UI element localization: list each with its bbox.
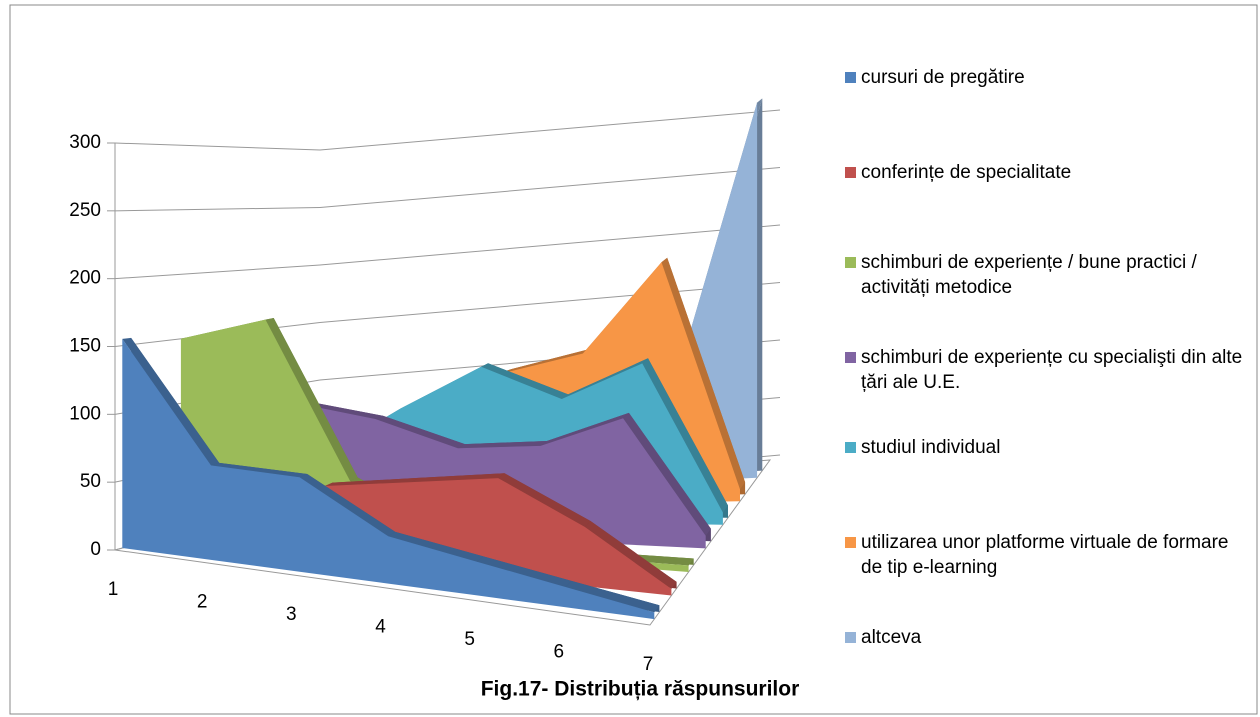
legend-swatch: [845, 72, 856, 83]
legend-item: altceva: [845, 625, 1251, 650]
grid-line: [319, 109, 781, 151]
legend-label: cursuri de pregătire: [861, 67, 1025, 88]
grid-line: [114, 207, 321, 212]
x-tick-label: 7: [643, 654, 654, 675]
legend-label: schimburi de experiențe cu specialişti d…: [861, 347, 1243, 393]
area-top: [561, 358, 648, 399]
legend-item: studiul individual: [845, 435, 1251, 460]
area-top: [324, 477, 419, 486]
x-tick-label: 4: [375, 617, 386, 638]
area: [122, 338, 655, 620]
area-top: [504, 349, 590, 373]
area-top: [661, 257, 746, 490]
area-top: [457, 441, 547, 449]
legend-swatch: [845, 167, 856, 178]
grid-line: [114, 142, 321, 151]
x-tick-label: 2: [197, 592, 208, 613]
area-top: [375, 415, 465, 449]
area-top: [481, 363, 569, 399]
grid-line: [114, 264, 321, 280]
area-top: [498, 473, 591, 527]
area-top: [565, 580, 660, 613]
legend-item: schimburi de experiențe / bune practici …: [845, 250, 1251, 300]
legend-swatch: [845, 257, 856, 268]
y-tick-label: 150: [69, 336, 101, 357]
legend-item: conferințe de specialitate: [845, 160, 1251, 185]
y-tick-label: 300: [69, 132, 101, 153]
y-tick-label: 250: [69, 200, 101, 221]
frame: [9, 4, 1258, 715]
area-top: [411, 473, 505, 483]
legend-label: utilizarea unor platforme virtuale de fo…: [861, 532, 1229, 578]
y-tick-label: 100: [69, 403, 101, 424]
area-top: [540, 412, 629, 446]
legend-swatch: [845, 352, 856, 363]
area-top: [265, 318, 358, 481]
area-top: [642, 358, 728, 513]
legend-label: altceva: [861, 627, 922, 648]
x-tick-label: 3: [286, 604, 297, 625]
legend-item: schimburi de experiențe cu specialişti d…: [845, 345, 1251, 395]
legend-swatch: [845, 442, 856, 453]
area-top: [623, 412, 711, 536]
y-tick-label: 50: [80, 471, 101, 492]
grid-line: [319, 167, 781, 208]
legend-item: utilizarea unor platforme virtuale de fo…: [845, 530, 1251, 580]
x-tick-label: 5: [464, 629, 475, 650]
y-tick-label: 200: [69, 268, 101, 289]
x-tick-label: 6: [554, 642, 565, 663]
legend-swatch: [845, 537, 856, 548]
area-top: [299, 474, 396, 537]
legend-label: conferințe de specialitate: [861, 162, 1072, 183]
chart-title: Fig.17- Distribuția răspunsurilor: [481, 678, 800, 701]
legend-label: studiul individual: [861, 437, 1001, 458]
area-top: [122, 337, 220, 466]
area-top: [388, 531, 484, 562]
area-top: [584, 521, 677, 589]
area-top: [477, 556, 572, 587]
grid-line: [319, 224, 781, 266]
x-tick-label: 1: [108, 579, 119, 600]
y-tick-label: 0: [90, 539, 101, 560]
area-top: [211, 462, 308, 478]
legend-item: cursuri de pregătire: [845, 65, 1251, 90]
legend-label: schimburi de experiențe / bune practici …: [861, 252, 1197, 298]
legend-swatch: [845, 632, 856, 643]
